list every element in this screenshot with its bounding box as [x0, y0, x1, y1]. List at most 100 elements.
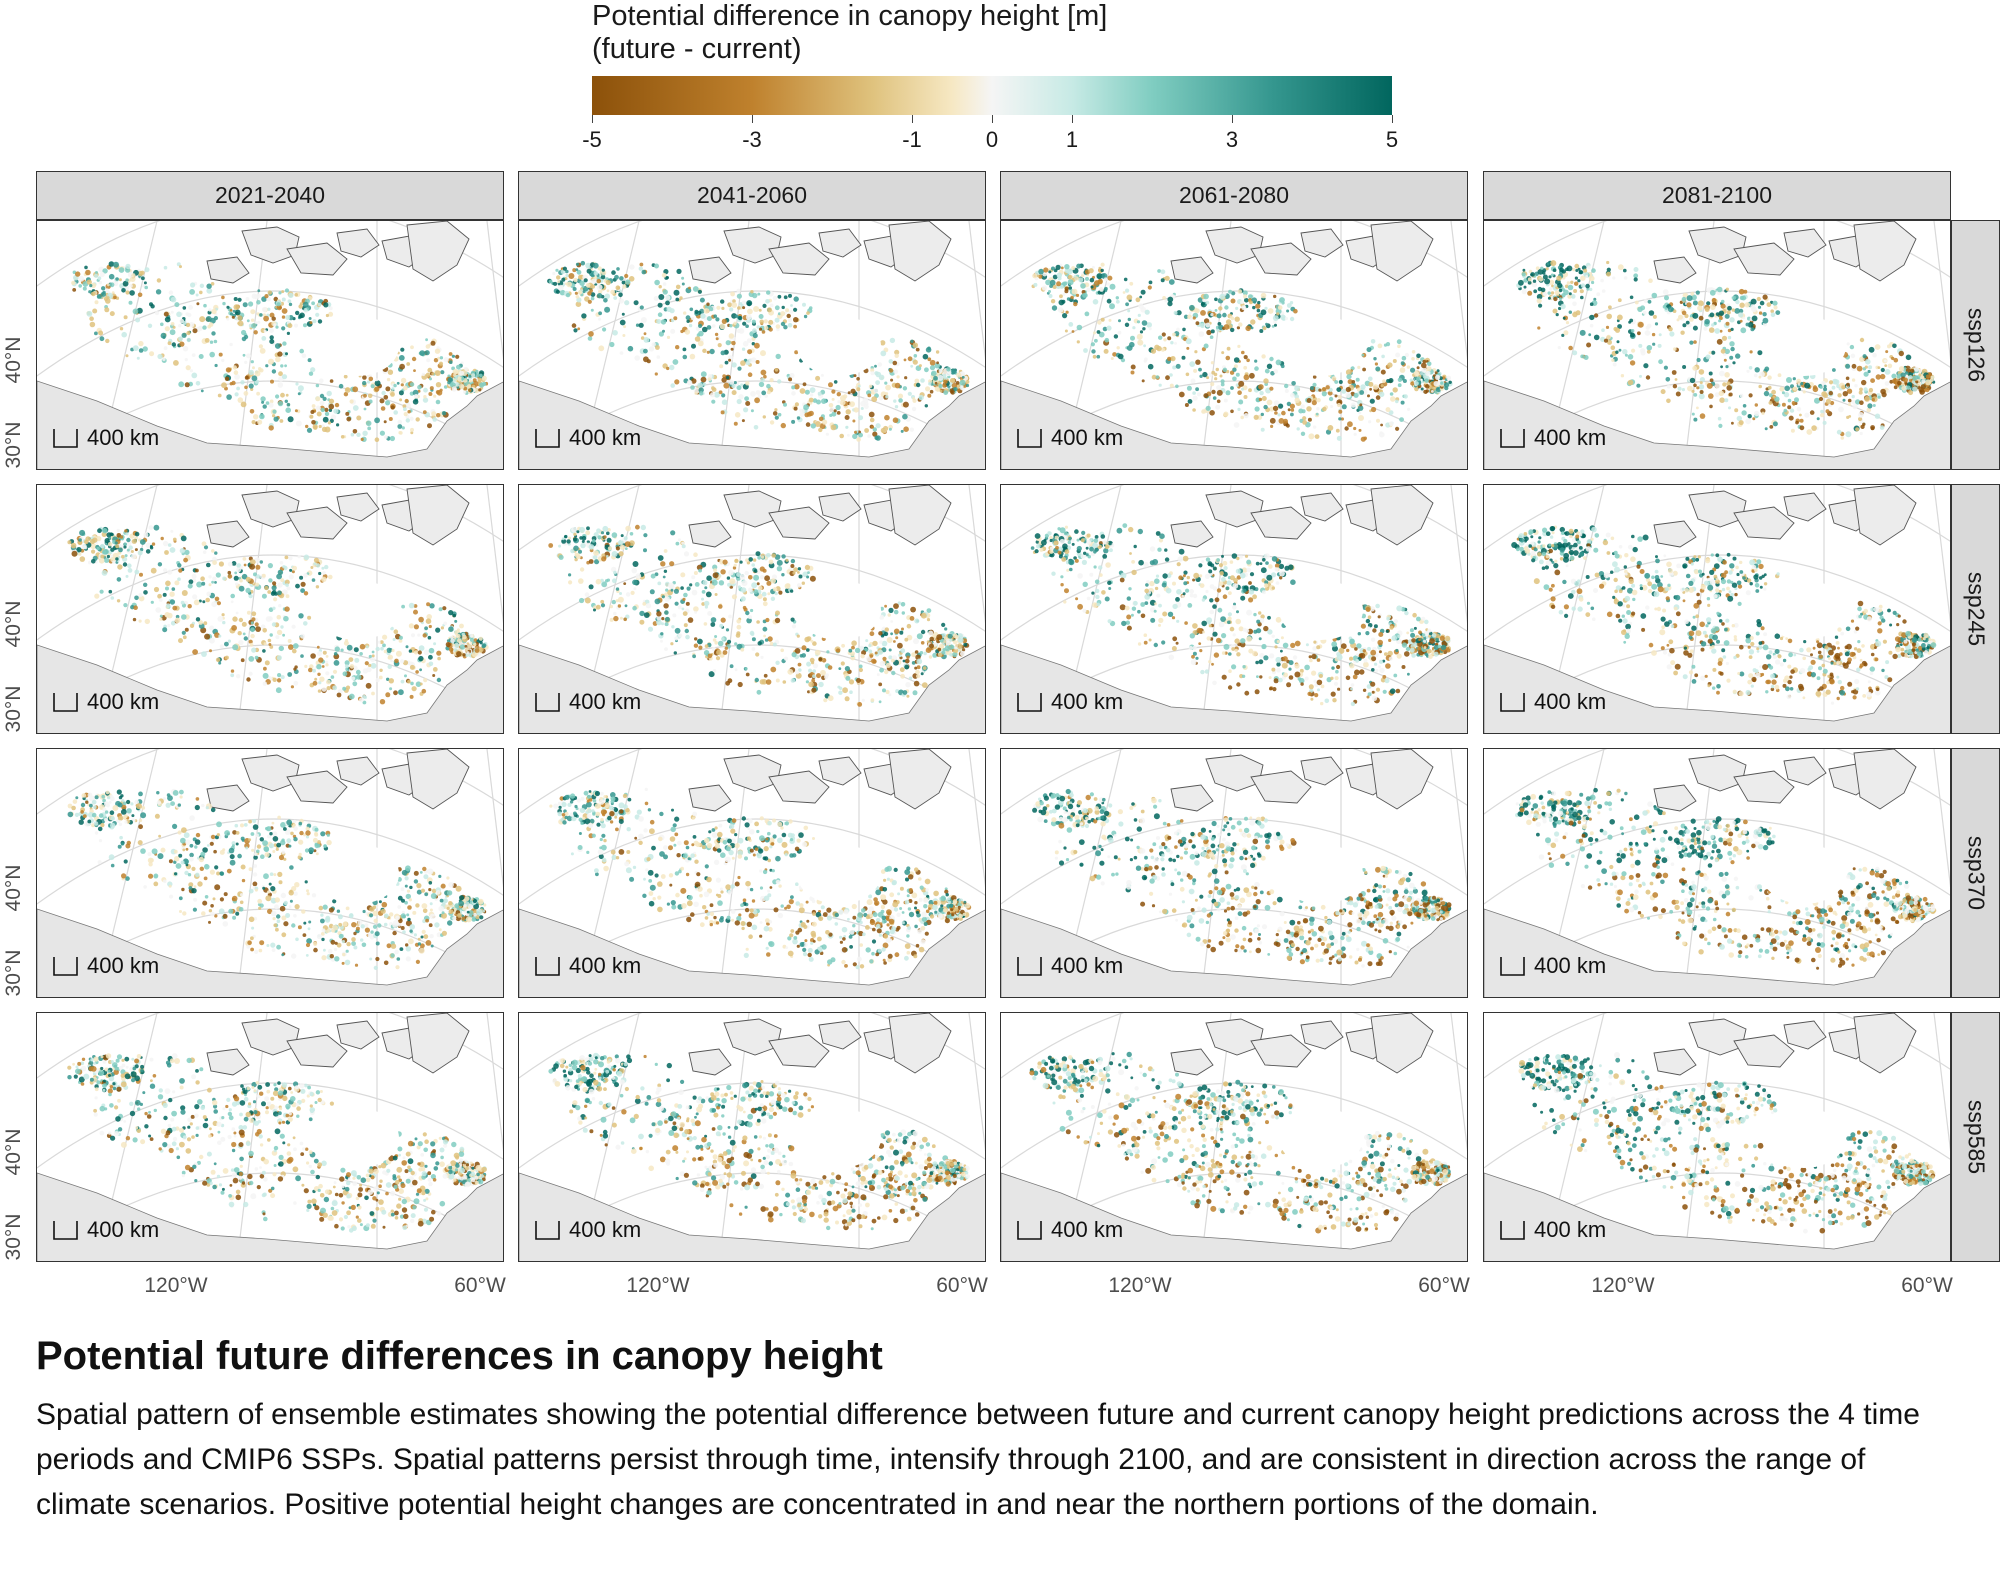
canopy-point [1064, 286, 1069, 291]
canopy-point [756, 620, 760, 624]
canopy-point [629, 264, 635, 270]
canopy-point [427, 367, 433, 373]
canopy-point [310, 653, 316, 659]
canopy-point [761, 390, 767, 396]
canopy-point [433, 642, 437, 646]
canopy-point [252, 366, 255, 370]
canopy-point [150, 600, 154, 604]
canopy-point [670, 383, 675, 388]
canopy-point [1210, 313, 1214, 317]
canopy-point [740, 383, 744, 387]
canopy-point [1730, 346, 1735, 352]
canopy-point [436, 650, 442, 656]
canopy-point [199, 316, 206, 323]
canopy-point [402, 660, 409, 666]
canopy-point [1921, 379, 1926, 384]
canopy-point [210, 282, 215, 286]
canopy-point [711, 386, 715, 390]
canopy-point [393, 629, 399, 634]
canopy-point [424, 350, 430, 356]
canopy-point [1729, 317, 1735, 323]
canopy-point [1786, 377, 1792, 383]
canopy-point [1178, 391, 1185, 398]
canopy-point [137, 550, 143, 556]
canopy-point [1374, 362, 1378, 366]
canopy-point [798, 574, 803, 579]
canopy-point [670, 328, 676, 334]
canopy-point [185, 365, 191, 371]
canopy-point [730, 347, 734, 351]
canopy-point [1654, 322, 1659, 326]
canopy-point [181, 630, 186, 635]
canopy-point [848, 679, 855, 685]
canopy-point [295, 382, 299, 386]
canopy-point [1724, 372, 1730, 378]
canopy-point [1203, 343, 1209, 349]
canopy-point [1176, 310, 1182, 316]
canopy-point [706, 350, 710, 354]
canopy-point [99, 271, 105, 278]
canopy-point [561, 538, 567, 544]
canopy-point [1722, 382, 1727, 387]
canopy-point [267, 290, 272, 295]
canopy-point [255, 564, 261, 570]
canopy-point [258, 344, 263, 349]
canopy-point [764, 575, 770, 582]
canopy-point [1289, 403, 1295, 409]
canopy-point [1351, 380, 1356, 384]
canopy-point [729, 324, 733, 328]
canopy-point [241, 621, 247, 627]
row-strip-label: ssp126 [1963, 307, 1989, 383]
canopy-point [694, 391, 698, 395]
canopy-point [1051, 266, 1055, 271]
canopy-point [723, 382, 730, 389]
canopy-point [1558, 288, 1563, 293]
canopy-point [211, 580, 215, 584]
canopy-point [1266, 399, 1273, 406]
canopy-point [1286, 303, 1292, 308]
canopy-point [128, 300, 133, 305]
arctic-island [723, 226, 782, 264]
canopy-point [1083, 348, 1088, 353]
canopy-point [1691, 412, 1695, 416]
scale-bar-label: 400 km [1051, 425, 1124, 450]
canopy-point [1695, 290, 1700, 295]
canopy-point [273, 416, 279, 422]
canopy-point [1192, 391, 1196, 395]
canopy-point [621, 312, 625, 316]
canopy-point [1411, 357, 1415, 361]
canopy-point [745, 324, 749, 328]
canopy-point [284, 288, 290, 293]
canopy-point [277, 590, 282, 596]
canopy-point [1729, 341, 1735, 347]
canopy-point [180, 535, 187, 542]
canopy-point [1818, 396, 1824, 402]
canopy-point [736, 624, 742, 630]
canopy-point [164, 612, 170, 618]
canopy-point [928, 655, 933, 659]
canopy-point [931, 370, 937, 377]
canopy-point [1366, 347, 1372, 353]
canopy-point [365, 420, 372, 427]
canopy-point [271, 585, 277, 591]
canopy-point [643, 337, 650, 343]
canopy-point [328, 306, 333, 311]
canopy-point [162, 357, 166, 361]
canopy-point [172, 537, 177, 542]
canopy-point [1745, 418, 1752, 425]
canopy-point [313, 425, 318, 430]
canopy-point [557, 284, 564, 291]
canopy-point [454, 642, 460, 648]
canopy-point [1284, 383, 1289, 389]
canopy-point [708, 671, 715, 678]
canopy-point [1221, 351, 1225, 355]
canopy-point [1868, 387, 1874, 393]
canopy-point [831, 389, 836, 394]
canopy-point [879, 640, 883, 644]
canopy-point [403, 385, 408, 391]
canopy-point [804, 389, 810, 395]
canopy-point [1316, 398, 1321, 403]
canopy-point [1796, 378, 1802, 384]
canopy-point [448, 626, 454, 632]
canopy-point [250, 627, 255, 633]
